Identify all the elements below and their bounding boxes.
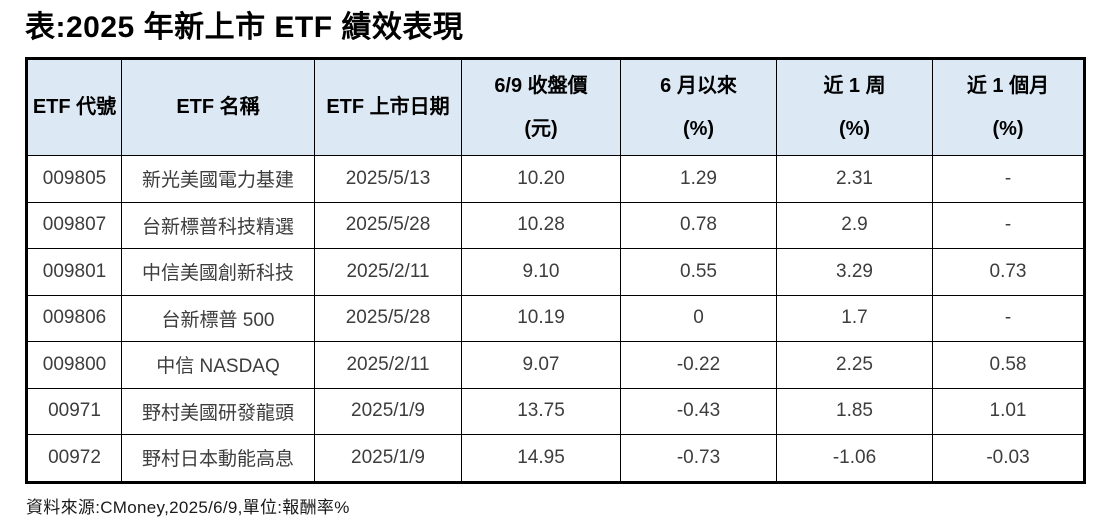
table-row: 009805 新光美國電力基建 2025/5/13 10.20 1.29 2.3… <box>26 155 1085 203</box>
cell-close-price: 9.10 <box>461 248 621 296</box>
header-sublabel: (%) <box>838 117 871 140</box>
header-cell-list-date: ETF 上市日期 <box>314 58 462 156</box>
header-cell-week: 近 1 周 (%) <box>776 58 933 156</box>
cell-month: -0.03 <box>932 434 1085 483</box>
cell-name: 中信美國創新科技 <box>121 248 315 296</box>
cell-code: 00972 <box>26 434 122 483</box>
cell-close-price: 13.75 <box>461 387 621 435</box>
cell-code: 009806 <box>26 294 122 342</box>
cell-code: 009807 <box>26 201 122 249</box>
table-row: 00972 野村日本動能高息 2025/1/9 14.95 -0.73 -1.0… <box>26 434 1085 483</box>
etf-performance-table: ETF 代號 ETF 名稱 ETF 上市日期 6/9 收盤價 (元) 6 月以來 <box>25 57 1086 484</box>
cell-name: 台新標普 500 <box>121 294 315 342</box>
cell-close-price: 9.07 <box>461 341 621 389</box>
header-cell-since-june: 6 月以來 (%) <box>620 58 777 156</box>
cell-week: 2.25 <box>776 341 933 389</box>
cell-name: 中信 NASDAQ <box>121 341 315 389</box>
header-label: 6/9 收盤價 <box>494 74 588 97</box>
cell-list-date: 2025/5/28 <box>314 294 462 342</box>
cell-since-june: 0.78 <box>620 201 777 249</box>
cell-code: 009805 <box>26 155 122 203</box>
cell-month: - <box>932 294 1085 342</box>
cell-since-june: -0.73 <box>620 434 777 483</box>
cell-name: 野村美國研發龍頭 <box>121 387 315 435</box>
table-row: 009800 中信 NASDAQ 2025/2/11 9.07 -0.22 2.… <box>26 341 1085 389</box>
header-label: ETF 名稱 <box>176 96 260 118</box>
cell-week: 1.7 <box>776 294 933 342</box>
cell-month: - <box>932 155 1085 203</box>
source-note: 資料來源:CMoney,2025/6/9,單位:報酬率% <box>26 497 350 517</box>
cell-name: 台新標普科技精選 <box>121 201 315 249</box>
cell-month: 0.73 <box>932 248 1085 296</box>
header-cell-month: 近 1 個月 (%) <box>932 58 1085 156</box>
cell-since-june: -0.43 <box>620 387 777 435</box>
cell-list-date: 2025/2/11 <box>314 248 462 296</box>
cell-since-june: 0 <box>620 294 777 342</box>
cell-list-date: 2025/1/9 <box>314 434 462 483</box>
page-title: 表:2025 年新上市 ETF 績效表現 <box>25 11 464 44</box>
table-row: 009801 中信美國創新科技 2025/2/11 9.10 0.55 3.29… <box>26 248 1085 296</box>
header-sublabel: (%) <box>992 117 1024 140</box>
table-row: 009806 台新標普 500 2025/5/28 10.19 0 1.7 - <box>26 294 1085 342</box>
cell-name: 野村日本動能高息 <box>121 434 315 483</box>
cell-month: 0.58 <box>932 341 1085 389</box>
cell-name: 新光美國電力基建 <box>121 155 315 203</box>
cell-month: 1.01 <box>932 387 1085 435</box>
header-label: ETF 上市日期 <box>326 96 450 118</box>
cell-since-june: -0.22 <box>620 341 777 389</box>
table-header-row: ETF 代號 ETF 名稱 ETF 上市日期 6/9 收盤價 (元) 6 月以來 <box>26 58 1085 156</box>
cell-code: 00971 <box>26 387 122 435</box>
cell-close-price: 10.28 <box>461 201 621 249</box>
table-row: 009807 台新標普科技精選 2025/5/28 10.28 0.78 2.9… <box>26 201 1085 249</box>
header-cell-close-price: 6/9 收盤價 (元) <box>461 58 621 156</box>
cell-list-date: 2025/1/9 <box>314 387 462 435</box>
cell-code: 009800 <box>26 341 122 389</box>
header-label: 近 1 周 <box>823 74 886 97</box>
cell-close-price: 14.95 <box>461 434 621 483</box>
cell-week: -1.06 <box>776 434 933 483</box>
header-sublabel: (%) <box>682 117 715 140</box>
cell-code: 009801 <box>26 248 122 296</box>
cell-since-june: 0.55 <box>620 248 777 296</box>
cell-week: 2.9 <box>776 201 933 249</box>
header-label: 6 月以來 <box>660 74 737 97</box>
header-label: 近 1 個月 <box>966 74 1050 97</box>
cell-close-price: 10.19 <box>461 294 621 342</box>
header-cell-code: ETF 代號 <box>26 58 122 156</box>
cell-week: 3.29 <box>776 248 933 296</box>
cell-since-june: 1.29 <box>620 155 777 203</box>
header-label: ETF 代號 <box>32 96 117 118</box>
header-cell-name: ETF 名稱 <box>121 58 315 156</box>
cell-close-price: 10.20 <box>461 155 621 203</box>
header-sublabel: (元) <box>524 117 558 140</box>
table-row: 00971 野村美國研發龍頭 2025/1/9 13.75 -0.43 1.85… <box>26 387 1085 435</box>
cell-list-date: 2025/5/28 <box>314 201 462 249</box>
cell-list-date: 2025/2/11 <box>314 341 462 389</box>
cell-week: 2.31 <box>776 155 933 203</box>
cell-month: - <box>932 201 1085 249</box>
cell-week: 1.85 <box>776 387 933 435</box>
cell-list-date: 2025/5/13 <box>314 155 462 203</box>
